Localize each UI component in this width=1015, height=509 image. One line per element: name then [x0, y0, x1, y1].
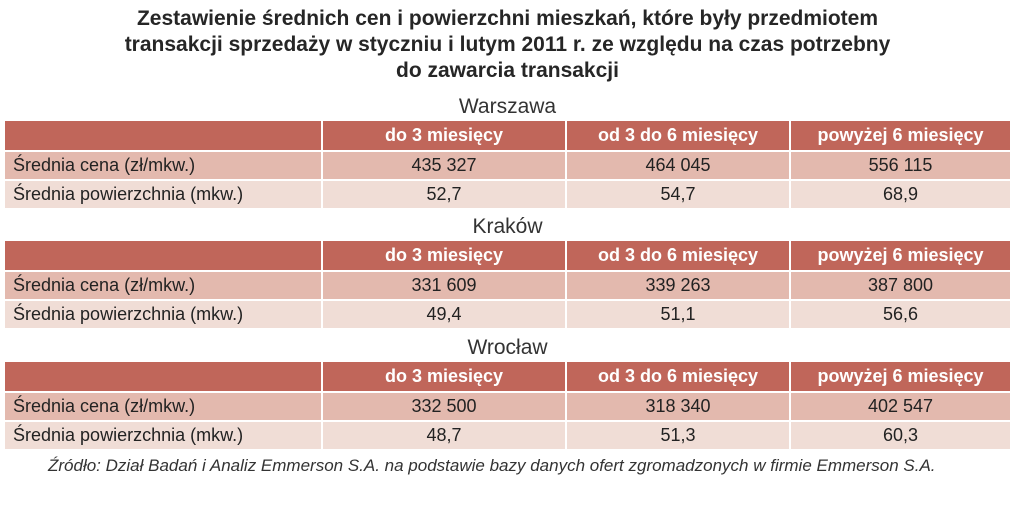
table-row: Średnia powierzchnia (mkw.) 52,7 54,7 68… — [3, 179, 1012, 210]
cell: 387 800 — [789, 270, 1012, 301]
row-label: Średnia powierzchnia (mkw.) — [3, 420, 323, 451]
cell: 435 327 — [321, 150, 567, 181]
cell: 60,3 — [789, 420, 1012, 451]
cell: 318 340 — [565, 391, 791, 422]
header-cell: powyżej 6 miesięcy — [789, 360, 1012, 393]
document-title: Zestawienie średnich cen i powierzchni m… — [0, 6, 1015, 84]
header-cell: do 3 miesięcy — [321, 119, 567, 152]
cell: 56,6 — [789, 299, 1012, 330]
header-row: do 3 miesięcy od 3 do 6 miesięcy powyżej… — [3, 119, 1012, 152]
cell: 54,7 — [565, 179, 791, 210]
table-krakow: do 3 miesięcy od 3 do 6 miesięcy powyżej… — [3, 239, 1012, 330]
cell: 464 045 — [565, 150, 791, 181]
title-line: do zawarcia transakcji — [396, 59, 619, 82]
table-row: Średnia cena (zł/mkw.) 435 327 464 045 5… — [3, 150, 1012, 181]
table-wroclaw: do 3 miesięcy od 3 do 6 miesięcy powyżej… — [3, 360, 1012, 451]
row-label: Średnia powierzchnia (mkw.) — [3, 179, 323, 210]
row-label: Średnia cena (zł/mkw.) — [3, 391, 323, 422]
cell: 48,7 — [321, 420, 567, 451]
cell: 332 500 — [321, 391, 567, 422]
city-title-warszawa: Warszawa — [458, 95, 557, 118]
header-row: do 3 miesięcy od 3 do 6 miesięcy powyżej… — [3, 360, 1012, 393]
row-label: Średnia powierzchnia (mkw.) — [3, 299, 323, 330]
header-row: do 3 miesięcy od 3 do 6 miesięcy powyżej… — [3, 239, 1012, 272]
header-cell: od 3 do 6 miesięcy — [565, 239, 791, 272]
table-row: Średnia powierzchnia (mkw.) 49,4 51,1 56… — [3, 299, 1012, 330]
header-cell: do 3 miesięcy — [321, 360, 567, 393]
cell: 68,9 — [789, 179, 1012, 210]
cell: 49,4 — [321, 299, 567, 330]
header-cell: powyżej 6 miesięcy — [789, 119, 1012, 152]
city-title-krakow: Kraków — [472, 215, 543, 238]
table-warszawa: do 3 miesięcy od 3 do 6 miesięcy powyżej… — [3, 119, 1012, 210]
cell: 51,1 — [565, 299, 791, 330]
header-empty — [3, 360, 323, 393]
cell: 51,3 — [565, 420, 791, 451]
table-row: Średnia powierzchnia (mkw.) 48,7 51,3 60… — [3, 420, 1012, 451]
header-empty — [3, 239, 323, 272]
cell: 331 609 — [321, 270, 567, 301]
table-row: Średnia cena (zł/mkw.) 332 500 318 340 4… — [3, 391, 1012, 422]
header-empty — [3, 119, 323, 152]
cell: 402 547 — [789, 391, 1012, 422]
city-title-wroclaw: Wrocław — [467, 336, 548, 359]
cell: 52,7 — [321, 179, 567, 210]
row-label: Średnia cena (zł/mkw.) — [3, 150, 323, 181]
table-row: Średnia cena (zł/mkw.) 331 609 339 263 3… — [3, 270, 1012, 301]
title-line: Zestawienie średnich cen i powierzchni m… — [136, 7, 879, 30]
source-note: Źródło: Dział Badań i Analiz Emmerson S.… — [48, 456, 936, 475]
header-cell: do 3 miesięcy — [321, 239, 567, 272]
row-label: Średnia cena (zł/mkw.) — [3, 270, 323, 301]
cell: 339 263 — [565, 270, 791, 301]
header-cell: powyżej 6 miesięcy — [789, 239, 1012, 272]
title-line: transakcji sprzedaży w styczniu i lutym … — [124, 33, 891, 56]
header-cell: od 3 do 6 miesięcy — [565, 360, 791, 393]
cell: 556 115 — [789, 150, 1012, 181]
header-cell: od 3 do 6 miesięcy — [565, 119, 791, 152]
